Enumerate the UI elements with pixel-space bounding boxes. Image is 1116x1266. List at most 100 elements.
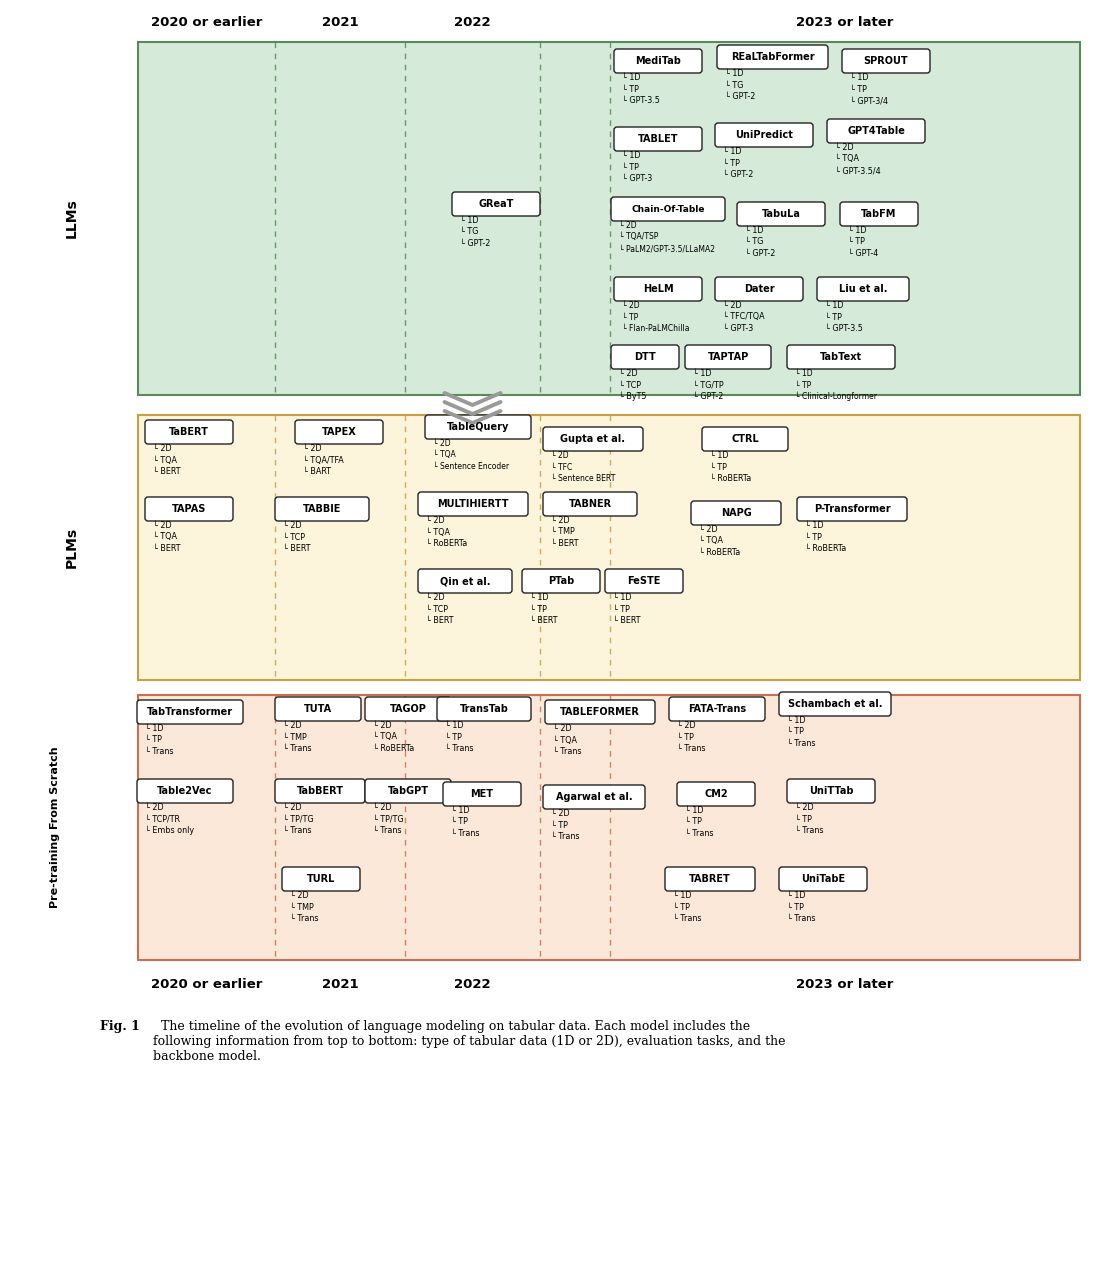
Text: └ TP/TG: └ TP/TG [283,814,314,823]
Text: └ TP: └ TP [451,818,468,827]
Text: TabFM: TabFM [862,209,896,219]
Text: └ 1D: └ 1D [787,891,806,900]
Text: └ TMP: └ TMP [283,733,307,742]
Text: └ TQA: └ TQA [699,537,723,546]
Text: └ GPT-3.5: └ GPT-3.5 [825,324,863,333]
FancyBboxPatch shape [365,779,451,803]
FancyBboxPatch shape [610,346,679,368]
FancyBboxPatch shape [543,785,645,809]
FancyBboxPatch shape [787,779,875,803]
Text: └ GPT-2: └ GPT-2 [460,239,490,248]
FancyBboxPatch shape [827,119,925,143]
Text: 2022: 2022 [454,979,491,991]
Text: └ TQA: └ TQA [426,528,450,537]
Text: └ TFC: └ TFC [551,462,573,471]
Text: └ TQA: └ TQA [433,451,455,460]
FancyBboxPatch shape [418,492,528,517]
FancyBboxPatch shape [614,277,702,301]
Text: └ Trans: └ Trans [685,829,713,838]
Text: └ 2D: └ 2D [677,722,695,730]
Text: └ TP: └ TP [805,533,821,542]
Bar [138,415,1080,680]
Text: 2021: 2021 [321,15,358,29]
Text: └ 1D: └ 1D [825,301,844,310]
Text: └ 2D: └ 2D [304,444,321,453]
FancyBboxPatch shape [797,498,907,522]
Text: └ BERT: └ BERT [153,544,181,553]
Text: └ Trans: └ Trans [145,747,173,756]
Text: └ TQA: └ TQA [373,733,397,742]
Text: └ 1D: └ 1D [145,724,164,733]
Text: └ 1D: └ 1D [622,151,641,160]
Text: └ GPT-3: └ GPT-3 [723,324,753,333]
Text: └ TFC/TQA: └ TFC/TQA [723,313,764,322]
Text: TabBERT: TabBERT [297,786,344,796]
Text: TableQuery: TableQuery [446,422,509,432]
Text: └ BERT: └ BERT [530,617,558,625]
FancyBboxPatch shape [702,427,788,451]
Text: └ 2D: └ 2D [153,444,172,453]
Text: └ Trans: └ Trans [787,914,816,923]
Text: └ GPT-3: └ GPT-3 [622,173,652,184]
Text: 2020 or earlier: 2020 or earlier [151,15,262,29]
FancyBboxPatch shape [779,693,891,717]
Text: └ BERT: └ BERT [613,617,641,625]
Text: └ TP: └ TP [445,733,462,742]
FancyBboxPatch shape [275,698,360,722]
Text: └ Sentence Encoder: └ Sentence Encoder [433,462,509,471]
Text: └ 2D: └ 2D [153,522,172,530]
Text: └ Trans: └ Trans [787,739,816,748]
Text: └ TMP: └ TMP [551,528,575,537]
Text: └ 2D: └ 2D [145,803,164,812]
FancyBboxPatch shape [737,203,825,227]
Text: NAPG: NAPG [721,508,751,518]
FancyBboxPatch shape [275,779,365,803]
Text: Qin et al.: Qin et al. [440,576,490,586]
Text: └ GPT-3.5/4: └ GPT-3.5/4 [835,166,881,175]
FancyBboxPatch shape [543,492,637,517]
Text: └ TP: └ TP [145,736,162,744]
Text: Liu et al.: Liu et al. [839,284,887,294]
Text: └ TQA/TFA: └ TQA/TFA [304,456,344,465]
Text: └ RoBERTa: └ RoBERTa [699,548,740,557]
Text: 2023 or later: 2023 or later [797,979,894,991]
Text: └ Flan-PaLMChilla: └ Flan-PaLMChilla [622,324,690,333]
Text: └ TP: └ TP [848,238,865,247]
Text: └ Embs only: └ Embs only [145,825,194,836]
Text: └ 2D: └ 2D [433,439,451,448]
Text: └ Trans: └ Trans [554,747,581,756]
Text: P-Transformer: P-Transformer [814,504,891,514]
FancyBboxPatch shape [677,782,756,806]
FancyBboxPatch shape [840,203,918,227]
Text: TabTransformer: TabTransformer [147,706,233,717]
Text: DTT: DTT [634,352,656,362]
Text: REaLTabFormer: REaLTabFormer [731,52,815,62]
FancyBboxPatch shape [452,192,540,216]
Text: TABLEFORMER: TABLEFORMER [560,706,639,717]
Text: Schambach et al.: Schambach et al. [788,699,883,709]
FancyBboxPatch shape [365,698,451,722]
Text: └ 1D: └ 1D [745,227,763,235]
Text: └ 2D: └ 2D [373,803,392,812]
Text: └ 2D: └ 2D [426,592,444,603]
Text: CM2: CM2 [704,789,728,799]
Text: Pre-training From Scratch: Pre-training From Scratch [50,747,60,908]
Text: └ Trans: └ Trans [451,829,480,838]
Text: └ TG: └ TG [460,228,479,237]
Text: └ TP: └ TP [787,728,804,737]
FancyBboxPatch shape [145,420,233,444]
Text: TABNER: TABNER [568,499,612,509]
Text: └ 2D: └ 2D [283,522,301,530]
Text: Gupta et al.: Gupta et al. [560,434,625,444]
Text: └ 1D: └ 1D [451,806,470,815]
Text: Chain-Of-Table: Chain-Of-Table [632,205,704,214]
FancyBboxPatch shape [668,698,764,722]
Text: TabuLa: TabuLa [761,209,800,219]
Text: └ 2D: └ 2D [551,517,569,525]
Text: Agarwal et al.: Agarwal et al. [556,793,633,801]
Text: 2023 or later: 2023 or later [797,15,894,29]
Text: └ 2D: └ 2D [551,451,569,460]
Text: └ GPT-4: └ GPT-4 [848,249,878,258]
FancyBboxPatch shape [545,700,655,724]
Text: └ TQA: └ TQA [835,154,859,163]
